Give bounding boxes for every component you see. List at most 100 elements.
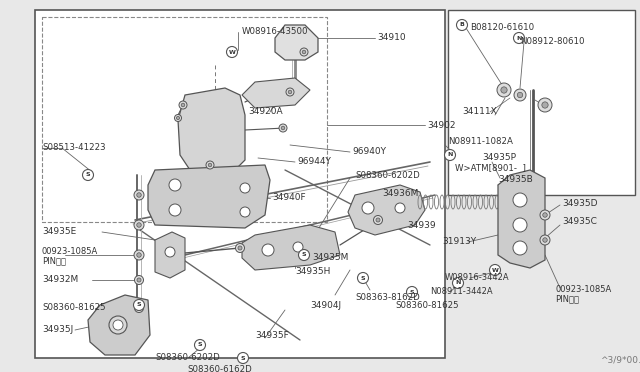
- Circle shape: [113, 320, 123, 330]
- Bar: [42, 17, 327, 222]
- Polygon shape: [242, 225, 340, 270]
- Circle shape: [501, 87, 507, 93]
- Text: 34920A: 34920A: [248, 108, 283, 116]
- Text: 34935E: 34935E: [42, 228, 76, 237]
- Circle shape: [513, 241, 527, 255]
- Text: 34932M: 34932M: [42, 276, 78, 285]
- Polygon shape: [88, 295, 150, 355]
- Circle shape: [240, 207, 250, 217]
- Circle shape: [395, 203, 405, 213]
- Circle shape: [137, 193, 141, 197]
- Text: W08916-43500: W08916-43500: [242, 28, 308, 36]
- Circle shape: [286, 88, 294, 96]
- Circle shape: [137, 278, 141, 282]
- Text: W08916-3442A: W08916-3442A: [445, 273, 509, 282]
- Circle shape: [279, 124, 287, 132]
- Polygon shape: [348, 185, 425, 235]
- Text: S: S: [301, 253, 307, 257]
- Text: 00923-1085A: 00923-1085A: [555, 285, 611, 295]
- Circle shape: [238, 246, 242, 250]
- Text: 34939: 34939: [407, 221, 436, 230]
- Circle shape: [288, 90, 292, 94]
- Circle shape: [540, 210, 550, 220]
- Text: S: S: [361, 276, 365, 280]
- Circle shape: [181, 103, 185, 107]
- Text: 34935F: 34935F: [255, 330, 289, 340]
- Circle shape: [281, 126, 285, 130]
- Circle shape: [514, 89, 526, 101]
- Circle shape: [169, 204, 181, 216]
- Text: S08360-81625: S08360-81625: [42, 304, 106, 312]
- Text: PINピン: PINピン: [42, 257, 66, 266]
- Circle shape: [374, 215, 383, 224]
- Circle shape: [134, 304, 143, 312]
- Circle shape: [542, 102, 548, 108]
- Circle shape: [195, 340, 205, 350]
- Text: S08363-8162D: S08363-8162D: [355, 292, 420, 301]
- Polygon shape: [178, 88, 245, 178]
- Circle shape: [83, 170, 93, 180]
- Text: 96940Y: 96940Y: [352, 147, 386, 155]
- Text: 34935C: 34935C: [562, 218, 597, 227]
- Text: W: W: [228, 49, 236, 55]
- Polygon shape: [498, 170, 545, 268]
- Circle shape: [358, 273, 369, 283]
- Text: 34902: 34902: [427, 121, 456, 129]
- Circle shape: [177, 116, 180, 119]
- Circle shape: [169, 179, 181, 191]
- Circle shape: [445, 150, 456, 160]
- Circle shape: [165, 247, 175, 257]
- Circle shape: [134, 299, 145, 311]
- Circle shape: [517, 92, 523, 98]
- Circle shape: [208, 163, 212, 167]
- Circle shape: [540, 235, 550, 245]
- Circle shape: [137, 306, 141, 310]
- Circle shape: [137, 253, 141, 257]
- Text: S08360-81625: S08360-81625: [395, 301, 459, 310]
- Text: S08513-41223: S08513-41223: [42, 142, 106, 151]
- Text: 34910: 34910: [377, 33, 406, 42]
- Text: S: S: [86, 173, 90, 177]
- Text: W: W: [492, 267, 499, 273]
- Polygon shape: [242, 78, 310, 108]
- Bar: [35, 10, 445, 358]
- Text: B: B: [460, 22, 465, 28]
- Text: 34904J: 34904J: [310, 301, 341, 310]
- Circle shape: [513, 32, 525, 44]
- Circle shape: [137, 223, 141, 227]
- Circle shape: [302, 50, 306, 54]
- Text: S08360-6162D: S08360-6162D: [188, 366, 252, 372]
- Circle shape: [293, 242, 303, 252]
- Circle shape: [452, 278, 463, 289]
- Text: N08912-80610: N08912-80610: [520, 38, 584, 46]
- Circle shape: [362, 202, 374, 214]
- Circle shape: [406, 286, 417, 298]
- Text: B08120-61610: B08120-61610: [470, 23, 534, 32]
- Circle shape: [179, 101, 187, 109]
- Circle shape: [206, 161, 214, 169]
- Circle shape: [513, 193, 527, 207]
- Circle shape: [538, 98, 552, 112]
- Text: 34935D: 34935D: [562, 199, 598, 208]
- Text: PINピン: PINピン: [555, 295, 579, 304]
- Text: 34935P: 34935P: [482, 154, 516, 163]
- Text: 34936M: 34936M: [382, 189, 419, 198]
- Circle shape: [236, 244, 244, 253]
- Text: N: N: [455, 280, 461, 285]
- Polygon shape: [148, 165, 270, 228]
- Text: S08360-6202D: S08360-6202D: [155, 353, 220, 362]
- Circle shape: [300, 48, 308, 56]
- Circle shape: [175, 115, 182, 122]
- Text: 00923-1085A: 00923-1085A: [42, 247, 99, 257]
- Text: S: S: [198, 343, 202, 347]
- Circle shape: [227, 46, 237, 58]
- Text: N08911-1082A: N08911-1082A: [448, 138, 513, 147]
- Bar: [448, 10, 635, 195]
- Circle shape: [134, 250, 144, 260]
- Text: N08911-3442A: N08911-3442A: [430, 288, 493, 296]
- Text: 34935H: 34935H: [295, 267, 330, 276]
- Circle shape: [109, 316, 127, 334]
- Circle shape: [298, 250, 310, 260]
- Circle shape: [376, 218, 380, 222]
- Text: 34935B: 34935B: [498, 176, 532, 185]
